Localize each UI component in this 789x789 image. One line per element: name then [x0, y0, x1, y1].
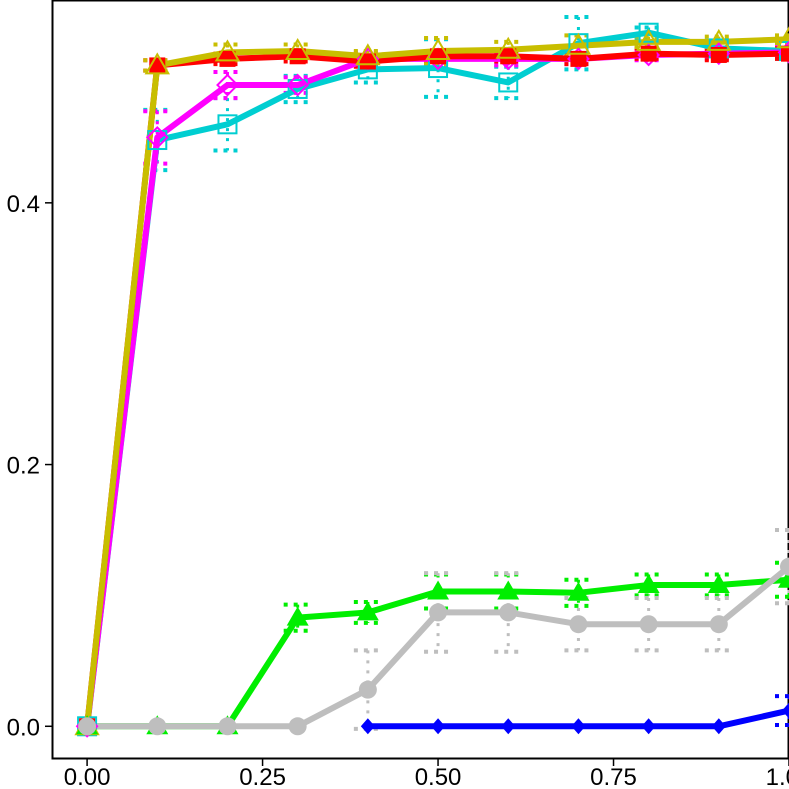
point — [429, 603, 448, 622]
point — [706, 28, 732, 51]
point — [500, 48, 517, 65]
x-tick-label: 0.00 — [64, 764, 111, 789]
x-tick-label: 0.50 — [415, 764, 462, 789]
point — [216, 73, 239, 97]
point — [145, 125, 169, 149]
point — [781, 45, 789, 62]
point — [355, 43, 381, 66]
point — [288, 717, 307, 736]
point — [640, 45, 657, 62]
point — [78, 717, 97, 736]
y-tick-label: 0.4 — [7, 191, 40, 218]
point — [358, 680, 377, 699]
plot-panel — [51, 0, 789, 760]
point — [287, 78, 308, 99]
point — [144, 52, 171, 75]
point — [567, 581, 590, 601]
point — [147, 130, 168, 151]
point — [571, 718, 586, 735]
x-tick-label: 0.75 — [590, 764, 637, 789]
point — [218, 717, 237, 736]
point — [501, 718, 516, 735]
point — [289, 48, 306, 65]
point — [431, 718, 446, 735]
x-tick-label: 0.25 — [239, 764, 286, 789]
point — [219, 50, 236, 67]
point — [430, 48, 447, 65]
point — [570, 50, 587, 67]
point — [776, 26, 789, 49]
point — [707, 573, 730, 593]
point — [360, 718, 375, 735]
point — [782, 702, 789, 719]
point — [635, 28, 662, 51]
point — [639, 615, 658, 634]
y-tick-label: 0.2 — [7, 453, 40, 480]
point — [499, 603, 518, 622]
point — [214, 39, 241, 62]
point — [638, 22, 659, 43]
point — [709, 615, 728, 634]
point — [565, 32, 592, 55]
point — [148, 717, 167, 736]
point — [286, 606, 309, 626]
point — [217, 114, 238, 135]
point — [356, 601, 379, 621]
y-tick-label: 0.0 — [7, 714, 40, 741]
point — [569, 615, 588, 634]
point — [495, 36, 521, 59]
point — [780, 557, 789, 576]
point — [359, 53, 376, 70]
x-tick-label: 1.00 — [766, 764, 789, 789]
point — [497, 580, 520, 600]
point — [425, 38, 451, 61]
point — [286, 73, 310, 97]
point — [711, 718, 726, 735]
point — [641, 718, 656, 735]
point — [637, 573, 660, 593]
point — [498, 72, 519, 93]
point — [284, 38, 311, 61]
point — [710, 46, 727, 63]
point — [427, 580, 450, 600]
